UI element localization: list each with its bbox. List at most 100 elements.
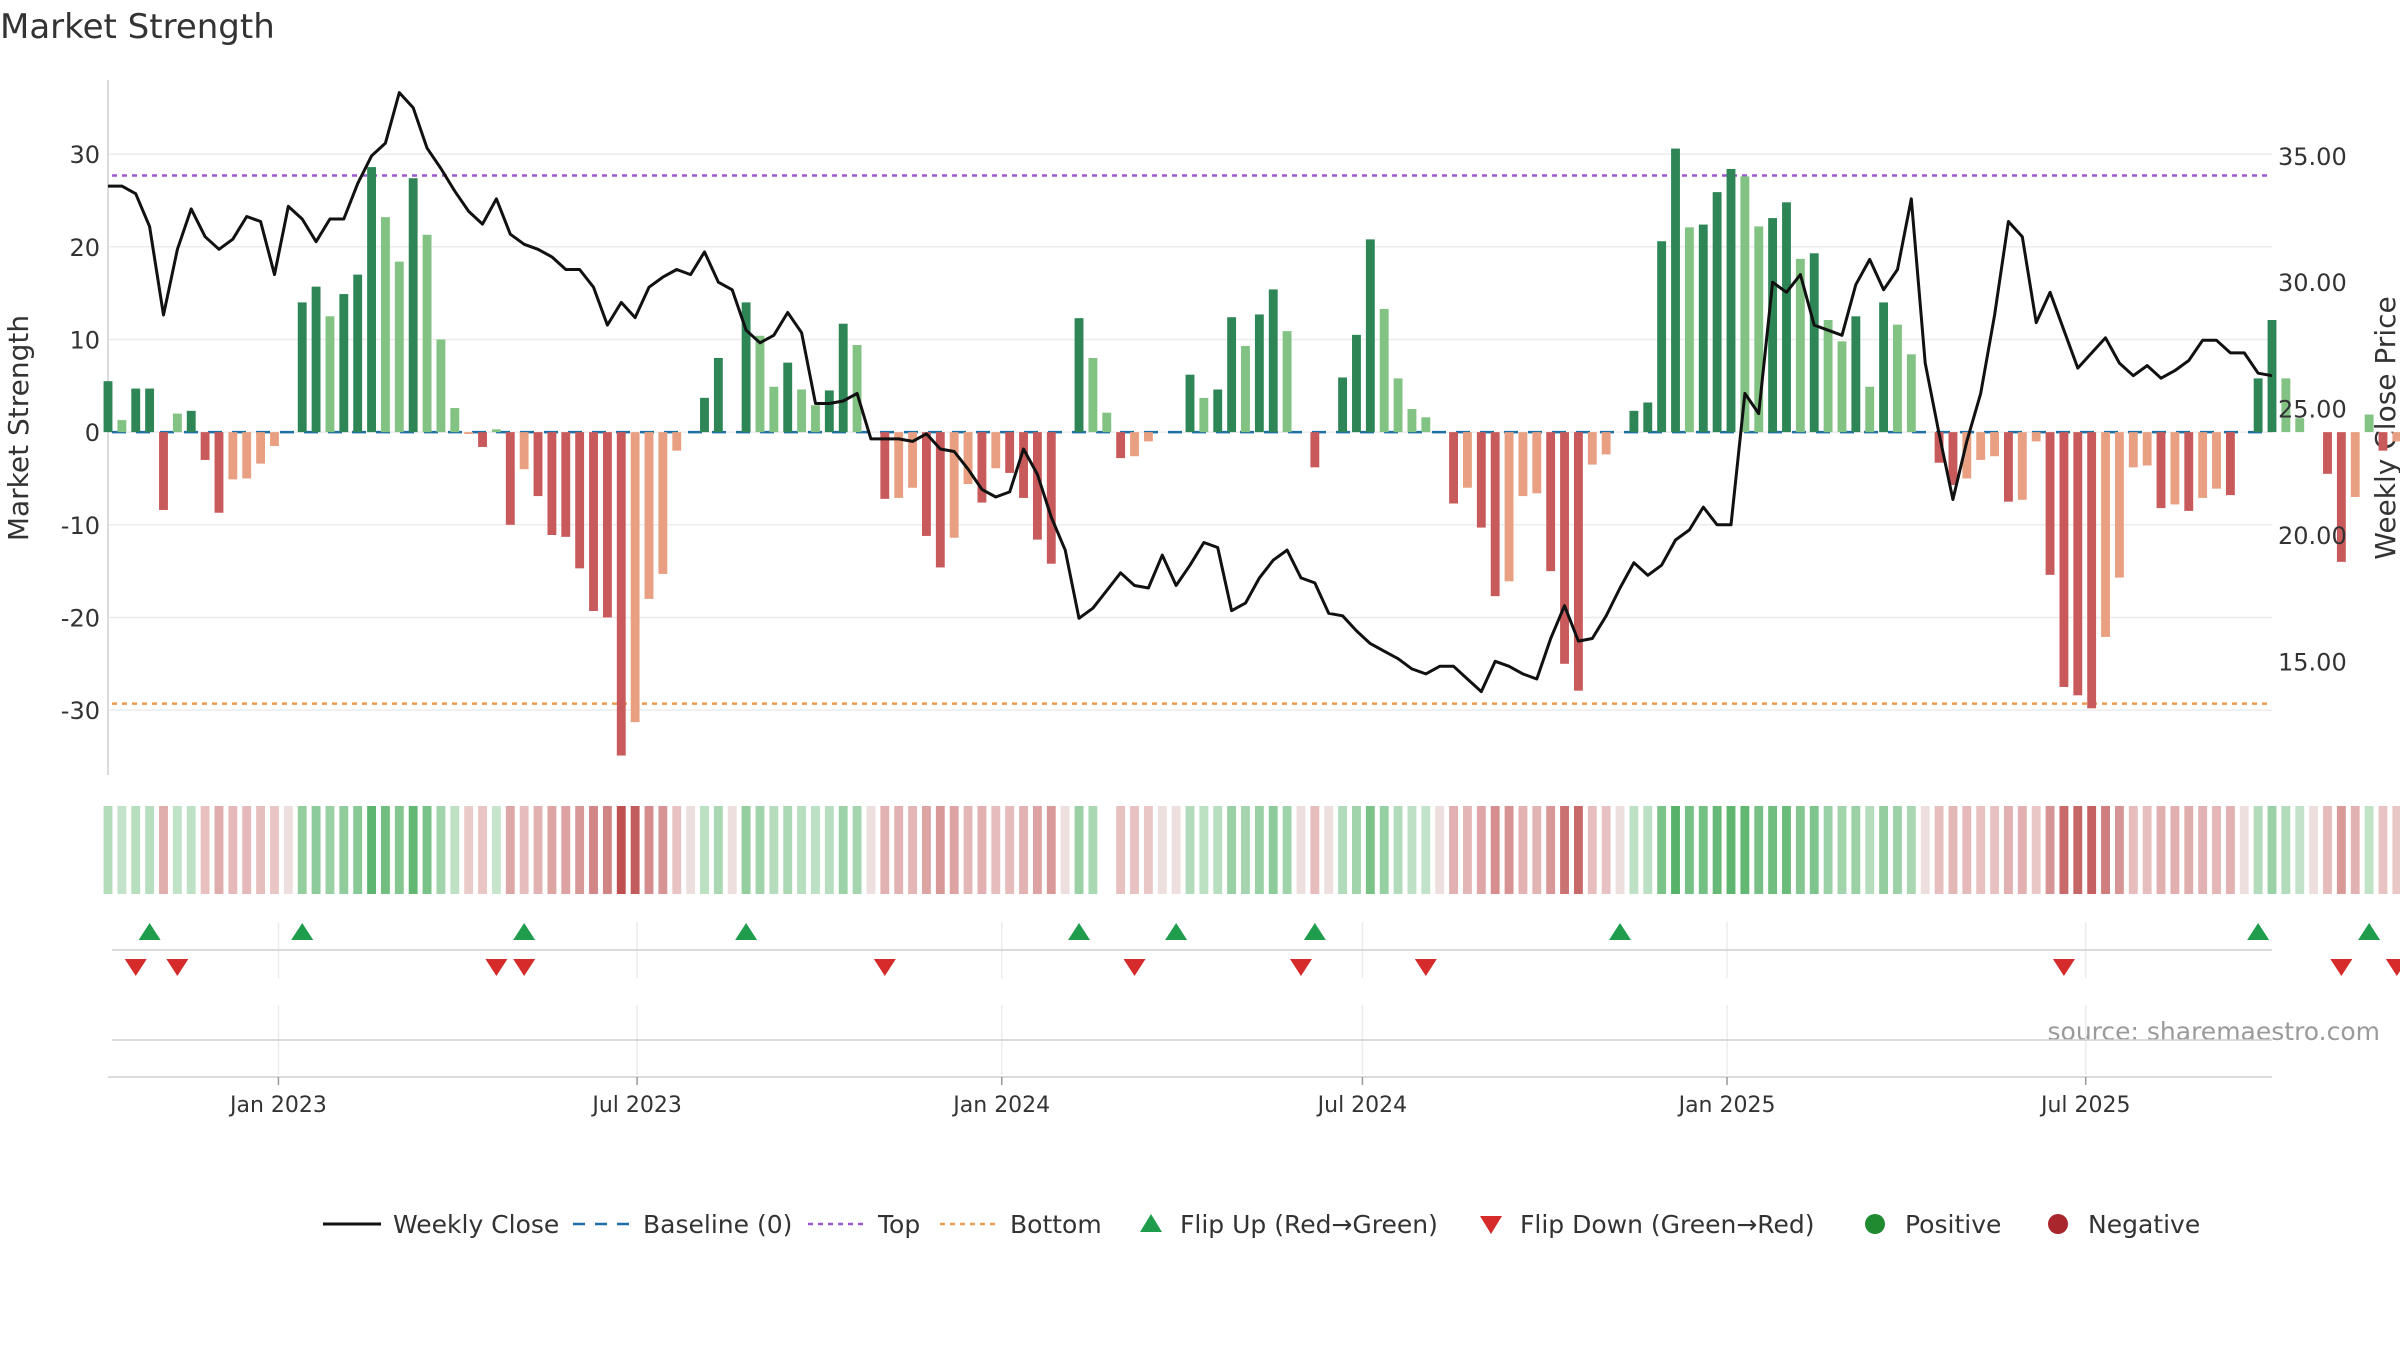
strength-strip-cell: [283, 806, 293, 894]
strength-strip-cell: [1657, 806, 1667, 894]
strength-strip-cell: [1338, 806, 1348, 894]
strength-strip-cell: [1601, 806, 1611, 894]
strength-bar: [658, 432, 668, 574]
strength-bar: [1282, 331, 1292, 433]
x-tick-label: Jul 2023: [590, 1093, 682, 1118]
strength-strip-cell: [1920, 806, 1930, 894]
strength-strip-cell: [1032, 806, 1042, 894]
strength-strip-cell: [880, 806, 890, 894]
strength-strip-cell: [172, 806, 182, 894]
strength-bar: [2128, 432, 2138, 468]
x-axis-ticks: Jan 2023 Jul 2023 Jan 2024 Jul 2024 Jan 2025…: [228, 1077, 2130, 1118]
flip-up-marker: [1609, 923, 1632, 940]
strength-strip-cell: [2059, 806, 2069, 894]
strength-strip-cell: [117, 806, 127, 894]
strength-bar: [1227, 317, 1237, 433]
strength-bar: [991, 432, 1001, 469]
strength-bar: [1809, 253, 1819, 433]
strength-strip-cell: [616, 806, 626, 894]
strength-strip-cell: [700, 806, 709, 894]
strength-strip-cell: [644, 806, 654, 894]
strength-bar: [783, 362, 793, 433]
strength-bar: [1241, 345, 1250, 433]
strength-strip-cell: [1823, 806, 1833, 894]
strength-strip-cell: [1130, 806, 1139, 894]
strength-bar: [1573, 432, 1583, 691]
strength-strip-cell: [1352, 806, 1361, 894]
strength-bar: [2156, 432, 2166, 509]
strength-strip-cell: [991, 806, 1001, 894]
flip-up-marker: [291, 923, 314, 940]
strength-strip-cell: [2031, 806, 2041, 894]
strength-strip-cell: [1157, 806, 1167, 894]
strength-strip-cell: [1268, 806, 1278, 894]
strength-bar: [1698, 224, 1708, 433]
strength-strip-cell: [561, 806, 571, 894]
strength-bar: [1268, 289, 1278, 433]
source-credit: source: sharemaestro.com: [2048, 1017, 2381, 1046]
strength-strip-cell: [228, 806, 238, 894]
strength-bar: [977, 432, 987, 503]
price-series: [108, 91, 2273, 694]
strength-bar: [921, 432, 931, 536]
strength-bar: [325, 316, 335, 433]
strength-strip-cell: [1435, 806, 1445, 894]
reference-lines: [112, 174, 2272, 705]
strength-bar: [1934, 432, 1944, 463]
strength-bar: [1893, 324, 1902, 433]
y-tick-label: 10: [69, 326, 100, 354]
strength-bar: [1948, 432, 1958, 485]
strength-bar: [505, 432, 515, 525]
y-axis-label-left: Market Strength: [2, 315, 35, 541]
flip-up-marker: [513, 923, 536, 940]
strength-bar: [2003, 432, 2013, 502]
strength-strip-cell: [2350, 806, 2360, 894]
strength-bar: [2059, 432, 2069, 687]
strength-strip-cell: [491, 806, 501, 894]
strength-bar: [2017, 432, 2027, 500]
strength-bar: [2225, 432, 2235, 496]
strength-bar: [589, 432, 598, 611]
strength-bar: [491, 429, 501, 433]
flip-down-marker: [2052, 959, 2075, 976]
strength-strip-cell: [159, 806, 168, 894]
strength-strip-cell: [131, 806, 141, 894]
strength-strip-cell: [242, 806, 252, 894]
strength-bar: [2323, 432, 2332, 474]
strength-bar: [1074, 318, 1084, 433]
strength-bar: [1865, 386, 1875, 433]
strength-bar: [1046, 432, 1056, 564]
strength-strip-cell: [908, 806, 918, 894]
flip-down-marker: [2385, 959, 2400, 976]
strength-bar: [1560, 432, 1569, 664]
strength-bar: [519, 432, 529, 470]
strength-strip-cell: [852, 806, 862, 894]
strength-bar: [935, 432, 945, 568]
flip-up-marker: [1303, 923, 1326, 940]
strength-strip-cell: [921, 806, 931, 894]
strength-strip-cell: [977, 806, 987, 894]
strength-strip-cell: [1976, 806, 1986, 894]
legend-label: Weekly Close: [393, 1210, 559, 1239]
strength-strip-cell: [256, 806, 266, 894]
strength-strip-cell: [2045, 806, 2055, 894]
strength-bar: [103, 381, 113, 433]
strength-bar: [963, 432, 973, 485]
strength-strip-cell: [630, 806, 640, 894]
strength-strip-cell: [797, 806, 807, 894]
strength-bar: [2114, 432, 2124, 578]
strength-strip-cell: [2128, 806, 2138, 894]
strength-strip-cell: [1990, 806, 2000, 894]
strength-bar: [1629, 410, 1639, 433]
strength-bar: [311, 286, 321, 433]
strength-strip-cell: [1143, 806, 1153, 894]
strength-strip-cell: [1768, 806, 1778, 894]
legend-label: Top: [877, 1210, 920, 1239]
strength-bar: [602, 432, 612, 618]
strength-bar: [186, 410, 196, 433]
strength-bar: [1449, 432, 1459, 504]
strength-strip-cell: [2073, 806, 2083, 894]
strength-strip-cell: [1490, 806, 1500, 894]
strength-strip-cell: [894, 806, 904, 894]
